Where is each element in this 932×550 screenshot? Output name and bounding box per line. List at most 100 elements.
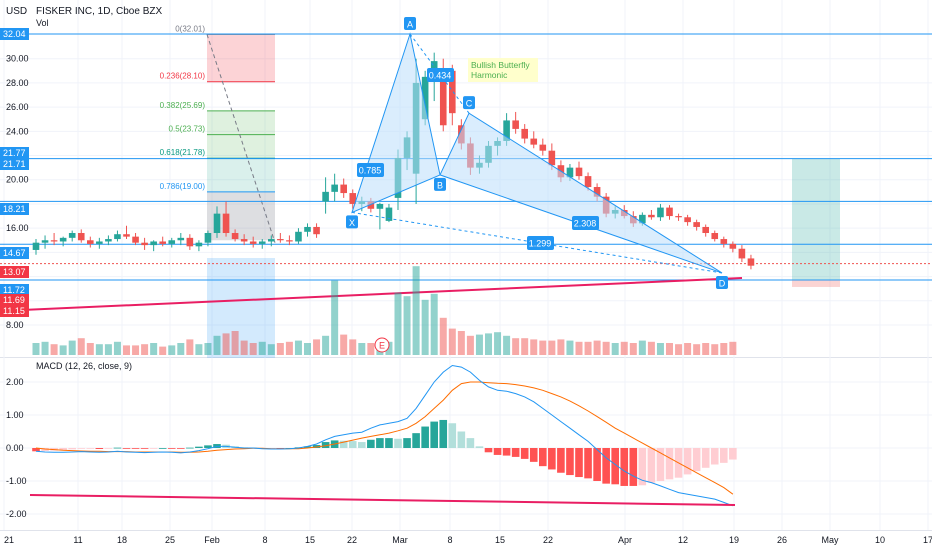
harmonic-ratio-badge [527,236,554,250]
volume-bar [186,339,194,355]
candle-body [657,207,664,218]
macd-histogram-bar [358,442,366,448]
volume-bar [77,338,85,355]
macd-histogram-bar [520,448,529,459]
volume-bar [711,344,719,355]
pattern-name-box [468,58,538,82]
macd-histogram-bar [113,447,122,449]
macd-histogram-bar [457,431,466,448]
candle-body [59,237,67,242]
earnings-marker [374,337,390,353]
volume-bar [584,341,592,355]
macd-histogram-bar [647,448,656,483]
candle-body [177,237,185,241]
macd-histogram-bar [59,448,67,450]
candle-body [729,243,737,249]
candle-body [249,241,257,244]
volume-bar [466,335,474,355]
harmonic-ratio-badge [427,68,454,82]
volume-bar [86,343,94,355]
harmonic-point-label: C [466,99,473,109]
macd-histogram-bar [493,448,502,455]
time-axis-tick: Apr [618,535,632,545]
volume-bar [304,343,311,355]
fib-level-label: 0.786(19.00) [160,182,206,191]
volume-bar [267,344,275,355]
harmonic-pattern-layer: X A B C D 0.434 0.785 2.308 1.299 Bullish Butterf… [346,17,728,289]
price-badge-label: 11.72 [3,285,25,295]
time-axis-tick: 10 [875,535,885,545]
macd-layer [29,364,737,507]
macd-histogram-bar [584,448,592,479]
price-badge [0,147,29,159]
volume-bar [629,343,637,355]
macd-histogram-bar [502,448,511,456]
volume-bar [611,343,619,355]
harmonic-ratio-badge [357,163,384,177]
volume-bar [485,333,492,355]
fib-zone-618-786 [207,158,275,192]
volume-bar [159,346,167,355]
volume-bar [41,341,49,355]
volume-bar [141,344,149,355]
volume-bar [313,339,321,355]
price-badge [0,294,29,306]
harmonic-ratio-label: 2.308 [574,219,597,229]
harmonic-point-badge [404,17,416,30]
macd-histogram-bar [602,448,610,484]
macd-histogram-bar [195,446,203,448]
candle-body [639,214,646,224]
macd-histogram-bar [158,448,167,449]
time-axis-tick: 8 [447,535,452,545]
time-axis-tick: Mar [392,535,408,545]
macd-histogram-bar [448,423,457,448]
macd-histogram-bar [720,448,728,463]
price-badge [0,266,29,278]
volume-bar [666,343,673,355]
volume-bar [548,340,556,355]
volume-bar [123,345,130,355]
volume-bar [729,341,737,355]
price-axis-tick: 24.00 [6,126,29,136]
harmonic-point-badge [434,177,446,191]
candle-body [304,226,311,232]
candle-body [548,150,556,166]
macd-histogram-bar [629,448,638,486]
candle-body [141,242,148,246]
pattern-name-line-2: Harmonic [471,70,508,80]
candle-body [277,239,284,241]
candle-body [32,242,40,250]
volume-bar [95,344,103,355]
candle-body [385,207,393,221]
volume-bar [50,344,58,355]
macd-histogram-bar [539,448,547,467]
volume-bar [285,341,293,355]
macd-histogram-bar [68,448,76,450]
target-stop-zone [792,279,840,287]
candle-body [720,239,728,244]
candle-body [340,184,347,194]
volume-bar [448,328,456,355]
candle-body [132,236,139,243]
harmonic-point-label: B [437,180,443,190]
macd-histogram-bar [186,447,194,449]
pattern-name-line-1: Bullish Butterfly [471,60,530,70]
price-axis-tick: 20.00 [6,175,29,185]
volume-bar [177,343,185,355]
volume-bar [231,331,239,355]
candle-body [584,176,592,188]
macd-histogram-bar [367,439,375,448]
candle-body [258,241,266,244]
harmonic-point-label: X [349,218,355,228]
harmonic-point-badge [716,275,728,289]
macd-line [35,364,734,507]
macd-histogram-bar [394,438,402,448]
price-badge [0,305,29,317]
price-badge-label: 18.21 [3,204,26,214]
candle-body [150,241,157,246]
macd-histogram-bar [701,448,710,468]
volume-bar [557,339,565,355]
macd-histogram-bar [412,433,420,448]
